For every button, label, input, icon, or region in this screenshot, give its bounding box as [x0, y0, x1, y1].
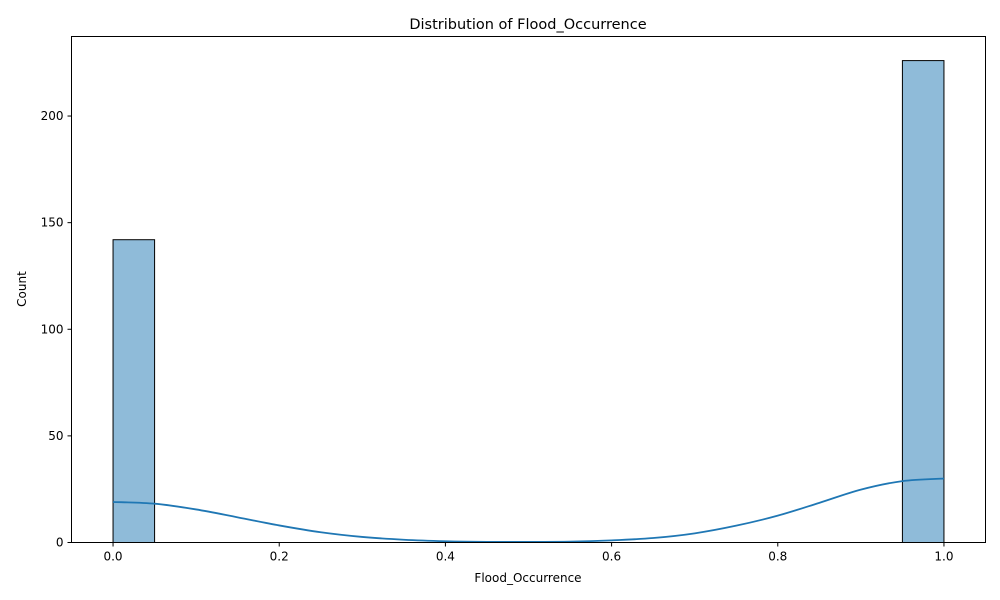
histogram-bar	[112, 239, 156, 543]
plot-frame	[71, 36, 986, 543]
kde-curve	[113, 477, 945, 543]
y-axis-ticks: 0 50 100 150 200	[41, 109, 72, 550]
x-tick-label: 0.0	[103, 550, 122, 564]
y-tick-label: 200	[41, 109, 64, 123]
chart-title: Distribution of Flood_Occurrence	[409, 17, 646, 33]
x-tick-label: 0.6	[602, 550, 621, 564]
x-axis-label: Flood_Occurrence	[474, 571, 581, 585]
y-tick-label: 0	[56, 536, 64, 550]
histogram-bars	[112, 60, 945, 543]
x-tick-label: 0.4	[436, 550, 455, 564]
histogram-bar	[901, 60, 945, 543]
x-axis-ticks: 0.0 0.2 0.4 0.6 0.8 1.0	[103, 542, 954, 564]
x-tick-label: 0.8	[768, 550, 787, 564]
y-axis-label: Count	[15, 271, 29, 307]
y-tick-label: 100	[41, 322, 64, 336]
y-tick-label: 150	[41, 216, 64, 230]
x-tick-label: 0.2	[270, 550, 289, 564]
x-tick-label: 1.0	[934, 550, 953, 564]
y-tick-label: 50	[48, 429, 63, 443]
